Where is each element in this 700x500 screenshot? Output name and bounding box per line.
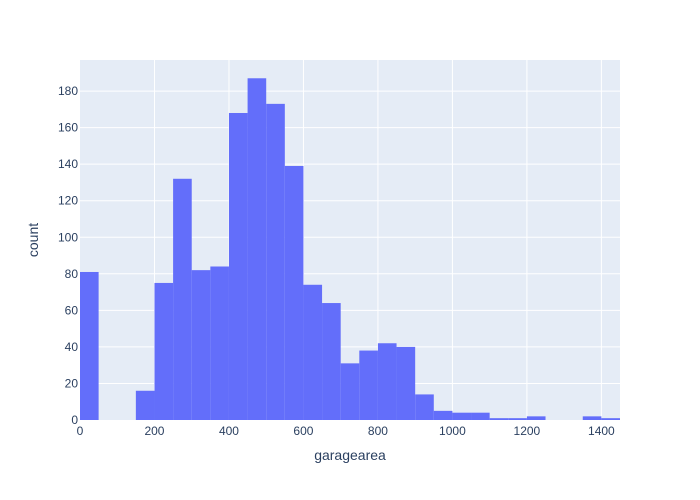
histogram-bar xyxy=(415,394,434,420)
histogram-bar xyxy=(526,416,546,420)
y-tick-label: 140 xyxy=(58,157,78,171)
bars xyxy=(80,78,620,421)
x-tick-label: 0 xyxy=(77,424,84,438)
x-tick-label: 400 xyxy=(219,424,239,438)
histogram-bar xyxy=(80,271,99,420)
histogram-bar xyxy=(228,112,248,420)
histogram-bar xyxy=(154,282,174,420)
histogram-bar xyxy=(489,418,509,420)
histogram-bar xyxy=(191,270,211,420)
x-tick-labels: 0 200 400 600 800 1000 1200 1400 xyxy=(77,424,615,438)
histogram-bar xyxy=(582,416,602,420)
y-axis-title: count xyxy=(25,223,41,257)
x-tick-label: 600 xyxy=(293,424,313,438)
histogram-bar xyxy=(471,412,490,420)
x-tick-label: 1000 xyxy=(439,424,466,438)
y-tick-label: 180 xyxy=(58,84,78,98)
histogram-bar xyxy=(173,178,192,420)
histogram-bar xyxy=(359,350,378,420)
histogram-bar xyxy=(452,412,472,420)
histogram-bar xyxy=(601,418,620,420)
histogram-bar xyxy=(508,418,527,420)
histogram-bar xyxy=(135,390,155,420)
y-tick-label: 120 xyxy=(58,194,78,208)
y-tick-label: 60 xyxy=(65,303,79,317)
x-axis-title: garagearea xyxy=(314,447,386,463)
histogram-bar xyxy=(266,103,285,421)
y-tick-label: 20 xyxy=(65,376,79,390)
y-tick-labels: 0 20 40 60 80 100 120 140 160 180 xyxy=(58,84,78,427)
x-tick-label: 1200 xyxy=(514,424,541,438)
histogram-bar xyxy=(377,343,397,420)
histogram-bar xyxy=(433,410,453,420)
x-tick-label: 800 xyxy=(368,424,388,438)
y-tick-label: 80 xyxy=(65,267,79,281)
histogram-bar xyxy=(396,346,416,420)
histogram-bar xyxy=(247,78,267,420)
x-tick-label: 200 xyxy=(144,424,164,438)
x-tick-label: 1400 xyxy=(588,424,615,438)
histogram-bar xyxy=(303,284,323,420)
histogram-bar xyxy=(322,303,341,420)
y-tick-label: 0 xyxy=(71,413,78,427)
histogram-bar xyxy=(210,266,229,420)
y-tick-label: 160 xyxy=(58,121,78,135)
histogram-bar xyxy=(340,363,360,420)
histogram-bar xyxy=(284,165,304,420)
y-tick-label: 100 xyxy=(58,230,78,244)
y-tick-label: 40 xyxy=(65,340,79,354)
